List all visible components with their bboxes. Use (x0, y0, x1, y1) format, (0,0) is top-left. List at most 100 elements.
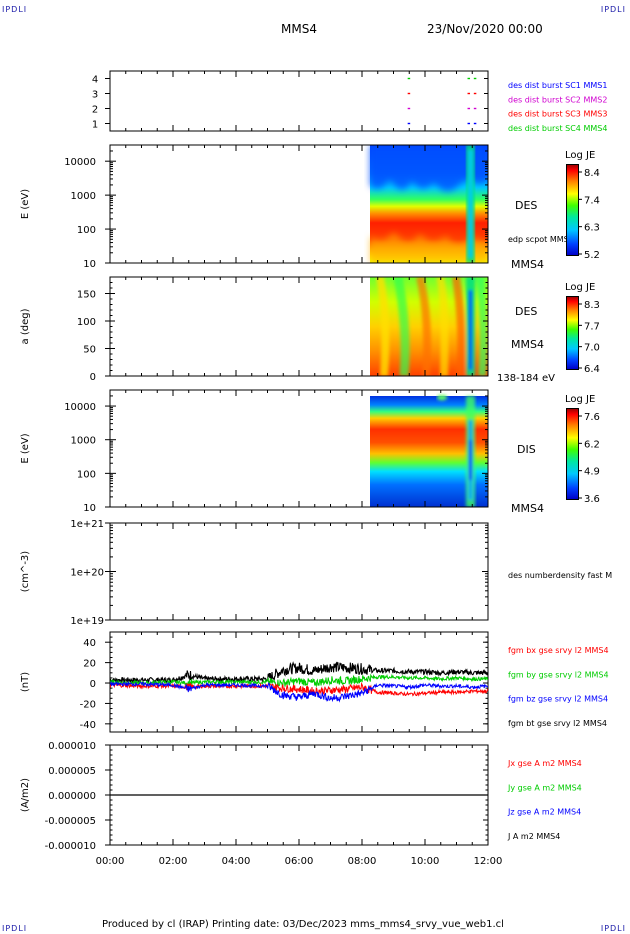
y-axis-label: (nT) (20, 672, 31, 692)
y-tick-label: 100 (77, 225, 96, 236)
legend-current-0: Jx gse A m2 MMS4 (507, 759, 582, 768)
corner-label-bottom-left: IPDLI (2, 924, 28, 933)
des-energy-spectrogram (370, 145, 488, 263)
x-tick-label: 10:00 (411, 856, 440, 867)
colorbar-title: Log JE (565, 394, 595, 405)
data-overlays: des dist burst SC1 MMS1 des dist burst SC… (96, 77, 612, 867)
y-axis-label: (A/m2) (20, 778, 31, 812)
y-tick-label: 10000 (64, 402, 96, 413)
y-tick-label: 0.000005 (48, 766, 96, 777)
y-tick-label: 150 (77, 290, 96, 301)
y-tick-label: 1e+20 (70, 568, 104, 579)
label-des: DES (515, 199, 537, 212)
panel-frame-4 (109, 522, 489, 621)
y-tick-label: 2 (92, 105, 98, 116)
x-tick-label: 06:00 (285, 856, 314, 867)
colorbar-des-energy (566, 164, 579, 256)
colorbar-tick-label: 6.4 (584, 364, 600, 375)
x-tick-label: 04:00 (222, 856, 251, 867)
legend-burst-1: des dist burst SC1 MMS1 (508, 81, 607, 90)
panel-frame-0 (109, 70, 489, 132)
legend-current-2: Jz gse A m2 MMS4 (507, 808, 581, 817)
spacecraft-title: MMS4 (281, 22, 317, 36)
legend-burst-3: des dist burst SC3 MMS3 (508, 110, 607, 119)
colorbar-tick-label: 4.9 (584, 467, 600, 478)
corner-label-bottom-right: IPDLI (600, 924, 626, 933)
y-axis-label: a (deg) (20, 308, 31, 344)
y-tick-label: -0.000010 (45, 841, 96, 852)
y-tick-label: 40 (83, 638, 96, 649)
y-tick-label: 0 (90, 679, 96, 690)
legend-density: des numberdensity fast M (508, 571, 612, 580)
y-tick-label: 100 (77, 317, 96, 328)
y-tick-label: 100 (77, 469, 96, 480)
y-tick-label: 50 (83, 345, 96, 356)
y-tick-label: 10 (83, 259, 96, 270)
legend-fgm-1: fgm by gse srvy l2 MMS4 (508, 670, 609, 679)
corner-label-top-right: IPDLI (600, 5, 626, 14)
colorbar-title: Log JE (565, 150, 595, 161)
legend-fgm-0: fgm bx gse srvy l2 MMS4 (508, 646, 609, 655)
label-mms4-dis: MMS4 (511, 502, 544, 515)
y-tick-label: 1e+21 (70, 519, 104, 530)
y-tick-label: 1000 (71, 191, 96, 202)
des-pitch-angle-spectrogram (370, 277, 488, 376)
x-tick-label: 12:00 (474, 856, 503, 867)
label-mms4-pitch: MMS4 (511, 338, 544, 351)
y-tick-label: 0 (90, 372, 96, 383)
colorbar-tick-label: 7.7 (584, 321, 600, 332)
legend-burst-4: des dist burst SC4 MMS4 (508, 124, 607, 133)
y-tick-label: 10000 (64, 157, 96, 168)
x-tick-label: 00:00 (96, 856, 125, 867)
colorbar-des-pitch (566, 296, 579, 370)
y-axis-label: E (eV) (20, 189, 31, 219)
y-axis-label: (cm^-3) (20, 551, 31, 592)
fgm-trace-2 (110, 680, 488, 703)
y-tick-label: 3 (92, 90, 98, 101)
colorbar-tick-label: 7.0 (584, 343, 600, 354)
label-energy-range: 138-184 eV (497, 373, 555, 384)
y-axis-label: E (eV) (20, 433, 31, 463)
footer-credits: Produced by cl (IRAP) Printing date: 03/… (102, 919, 504, 930)
y-tick-label: 1 (92, 120, 98, 131)
fgm-trace-3 (110, 661, 488, 685)
corner-label-top-left: IPDLI (2, 5, 28, 14)
y-tick-label: 0.000000 (48, 791, 96, 802)
y-tick-label: -20 (80, 699, 96, 710)
colorbar-tick-label: 8.3 (584, 300, 600, 311)
x-tick-label: 08:00 (348, 856, 377, 867)
legend-current-1: Jy gse A m2 MMS4 (507, 783, 582, 792)
label-mms4-des: MMS4 (511, 258, 544, 271)
colorbar-tick-label: 7.4 (584, 195, 600, 206)
y-tick-label: 10 (83, 503, 96, 514)
colorbar-tick-label: 3.6 (584, 494, 600, 505)
label-dis: DIS (517, 443, 536, 456)
y-tick-label: 0.000010 (48, 741, 96, 752)
colorbar-title: Log JE (565, 282, 595, 293)
colorbar-tick-label: 5.2 (584, 250, 600, 261)
colorbar-tick-label: 8.4 (584, 168, 600, 179)
date-title: 23/Nov/2020 00:00 (427, 22, 543, 36)
legend-burst-2: des dist burst SC2 MMS2 (508, 95, 607, 104)
y-tick-label: -40 (80, 720, 96, 731)
fgm-trace-1 (110, 673, 488, 688)
y-tick-label: 1000 (71, 436, 96, 447)
legend-current-3: J A m2 MMS4 (507, 832, 560, 841)
label-edp-scpot: edp scpot MMS4 (508, 235, 574, 244)
y-tick-label: 20 (83, 659, 96, 670)
colorbar-tick-label: 7.6 (584, 412, 600, 423)
x-tick-label: 02:00 (159, 856, 188, 867)
label-des-pitch: DES (515, 305, 537, 318)
fgm-traces (110, 661, 488, 703)
colorbar-dis-energy (566, 408, 579, 500)
legend-fgm-3: fgm bt gse srvy l2 MMS4 (508, 719, 607, 728)
y-tick-label: 1e+19 (70, 616, 104, 627)
y-tick-label: -0.000005 (45, 816, 96, 827)
colorbar-tick-label: 6.3 (584, 223, 600, 234)
colorbar-tick-label: 6.2 (584, 439, 600, 450)
legend-fgm-2: fgm bz gse srvy l2 MMS4 (508, 695, 608, 704)
y-tick-label: 4 (92, 75, 98, 86)
dis-energy-spectrogram (370, 394, 488, 507)
